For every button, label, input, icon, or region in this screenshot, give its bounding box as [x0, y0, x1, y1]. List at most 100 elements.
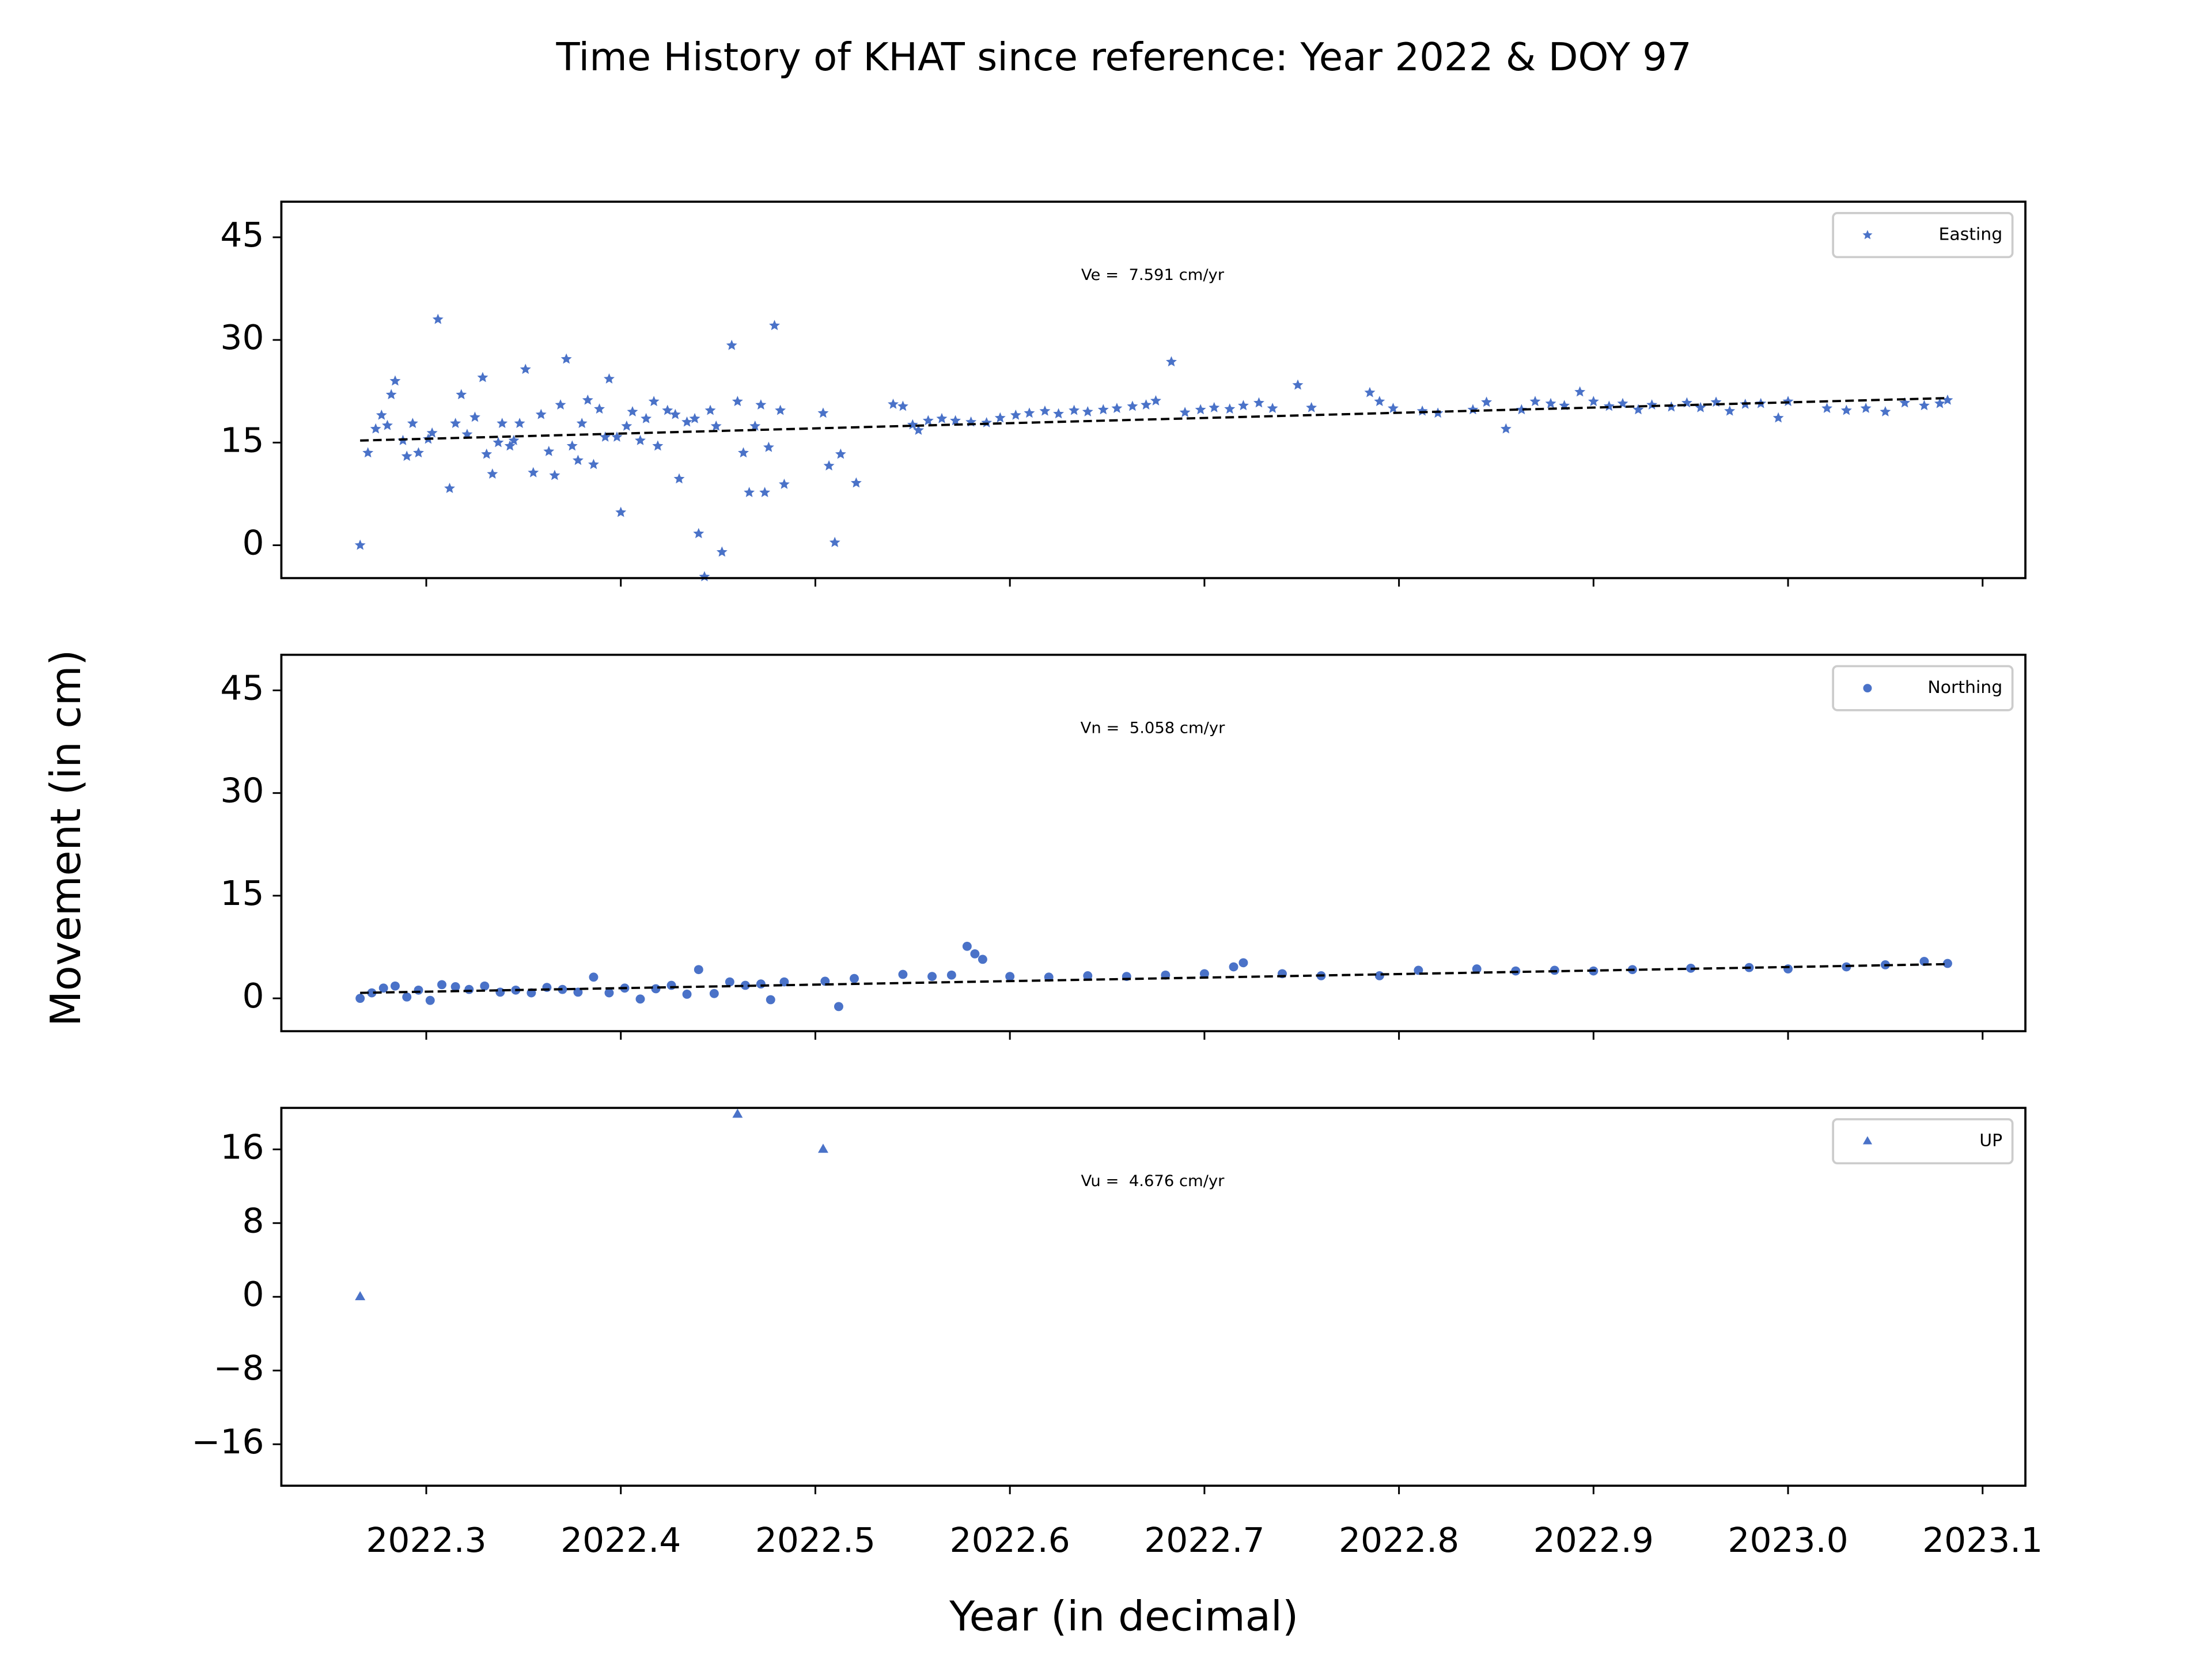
data-point	[355, 994, 365, 1003]
data-point	[769, 320, 781, 331]
data-point	[1150, 395, 1161, 406]
data-point	[555, 399, 566, 410]
data-point	[732, 396, 743, 407]
data-point	[514, 418, 525, 429]
data-point	[681, 416, 693, 427]
y-tick-label: 45	[220, 215, 264, 255]
data-point	[755, 399, 767, 410]
data-point	[817, 407, 829, 418]
data-point	[469, 411, 480, 422]
y-tick-label: 15	[220, 874, 264, 914]
data-point	[464, 984, 474, 994]
data-point	[1179, 407, 1191, 418]
data-point	[1772, 412, 1784, 423]
data-point	[1783, 964, 1793, 974]
x-tick-label: 2022.9	[1533, 1521, 1654, 1560]
data-point	[912, 425, 924, 435]
data-point	[450, 982, 460, 991]
data-point	[666, 980, 676, 990]
data-point	[493, 437, 504, 448]
data-point	[487, 468, 498, 479]
data-point	[1053, 408, 1065, 419]
data-point	[576, 418, 588, 429]
y-tick-label: 45	[220, 669, 264, 709]
data-point	[1238, 958, 1248, 968]
data-point	[414, 985, 423, 995]
legend-marker	[1862, 1136, 1873, 1145]
data-point	[763, 441, 774, 452]
data-point	[1083, 971, 1093, 980]
data-point	[355, 1291, 366, 1301]
data-point	[1918, 400, 1930, 411]
data-point	[611, 431, 623, 442]
data-point	[1695, 402, 1706, 412]
velocity-annotation: Vn = 5.058 cm/yr	[1081, 719, 1226, 737]
data-point	[504, 440, 516, 451]
data-point	[543, 445, 555, 456]
data-point	[693, 528, 704, 539]
data-point	[694, 965, 703, 975]
plot-frame	[280, 653, 2027, 1032]
x-tick-label: 2022.8	[1339, 1521, 1459, 1560]
data-point	[367, 988, 377, 998]
data-point	[1141, 399, 1152, 410]
y-tick-label: 16	[220, 1128, 264, 1168]
data-point	[1633, 404, 1644, 415]
data-point	[588, 459, 599, 469]
data-point	[888, 398, 899, 409]
data-point	[682, 990, 692, 999]
data-point	[704, 404, 716, 415]
y-tick-label: 30	[220, 771, 264, 811]
data-point	[740, 980, 750, 990]
plot-area	[281, 1108, 2026, 1486]
data-point	[1127, 400, 1138, 411]
data-point	[1024, 407, 1035, 418]
data-point	[716, 546, 728, 557]
data-point	[402, 992, 412, 1002]
data-point	[1195, 404, 1206, 415]
data-point	[378, 983, 388, 993]
data-point	[709, 988, 719, 998]
data-point	[673, 473, 685, 484]
y-tick-label: 0	[242, 1275, 264, 1315]
data-point	[589, 972, 599, 982]
data-point	[635, 434, 646, 445]
data-point	[1005, 972, 1015, 981]
data-point	[600, 431, 611, 442]
data-point	[381, 419, 393, 430]
data-point	[817, 1143, 828, 1153]
data-point	[450, 418, 461, 429]
data-point	[1545, 397, 1556, 408]
data-point	[850, 974, 859, 983]
data-point	[970, 949, 980, 959]
data-point	[389, 375, 401, 386]
data-point	[566, 440, 578, 451]
data-point	[1840, 404, 1852, 415]
data-point	[497, 418, 508, 429]
y-axis-label: Movement (in cm)	[41, 650, 90, 1027]
data-point	[1306, 402, 1317, 412]
data-point	[528, 467, 539, 478]
y-tick-label: −16	[191, 1422, 264, 1462]
x-axis-label: Year (in decimal)	[949, 1592, 1298, 1641]
x-tick-label: 2022.4	[560, 1521, 681, 1560]
data-point	[726, 339, 737, 350]
data-point	[1529, 396, 1541, 407]
data-point	[413, 447, 424, 458]
data-point	[1224, 403, 1236, 414]
data-point	[385, 389, 397, 400]
data-point	[1481, 396, 1493, 407]
legend-label: Northing	[1927, 677, 2002, 698]
data-point	[1253, 397, 1264, 408]
data-point	[641, 412, 652, 423]
data-point	[407, 418, 418, 429]
data-point	[1500, 423, 1512, 434]
data-point	[1069, 404, 1080, 415]
data-point	[604, 988, 614, 998]
data-point	[1097, 404, 1109, 415]
data-point	[775, 404, 786, 415]
data-point	[1039, 405, 1051, 416]
legend-label: Easting	[1938, 225, 2002, 245]
